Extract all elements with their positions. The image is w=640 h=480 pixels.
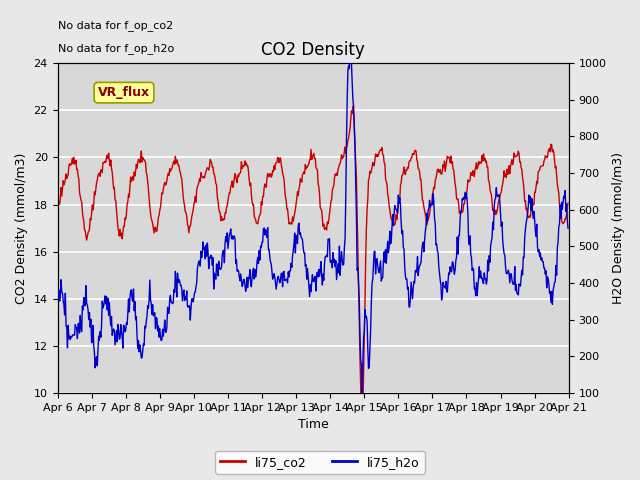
Y-axis label: H2O Density (mmol/m3): H2O Density (mmol/m3) [612,152,625,304]
Y-axis label: CO2 Density (mmol/m3): CO2 Density (mmol/m3) [15,152,28,304]
Legend: li75_co2, li75_h2o: li75_co2, li75_h2o [215,451,425,474]
Title: CO2 Density: CO2 Density [261,41,365,59]
Text: VR_flux: VR_flux [98,86,150,99]
Text: No data for f_op_h2o: No data for f_op_h2o [58,43,174,54]
Text: No data for f_op_co2: No data for f_op_co2 [58,20,173,31]
X-axis label: Time: Time [298,419,328,432]
